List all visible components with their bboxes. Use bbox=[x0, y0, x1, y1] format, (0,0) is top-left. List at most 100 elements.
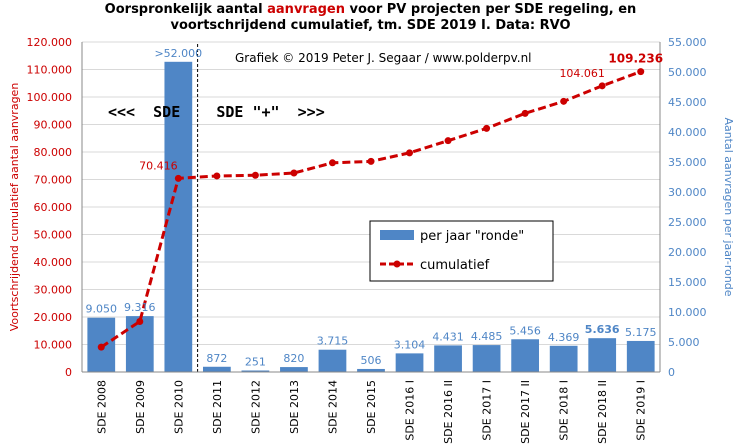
bar bbox=[164, 61, 193, 373]
x-tick-label: SDE 2010 bbox=[172, 380, 185, 434]
line-data-label: 104.061 bbox=[559, 67, 605, 80]
cumulative-point bbox=[560, 97, 568, 105]
cumulative-point bbox=[174, 174, 182, 182]
right-tick-label: 30.000 bbox=[668, 186, 707, 199]
right-axis-label: Aantal aanvragen per jaar-ronde bbox=[722, 117, 735, 296]
left-tick-label: 30.000 bbox=[34, 284, 73, 297]
bar bbox=[241, 370, 270, 372]
x-tick-label: SDE 2016 II bbox=[442, 380, 455, 444]
credit-text: Grafiek © 2019 Peter J. Segaar / www.pol… bbox=[235, 51, 532, 65]
x-tick-label: SDE 2016 I bbox=[404, 380, 417, 441]
cumulative-point bbox=[637, 68, 645, 76]
left-tick-label: 90.000 bbox=[34, 119, 73, 132]
bar-data-label: 872 bbox=[206, 352, 227, 365]
title-line-2: voortschrijdend cumulatief, tm. SDE 2019… bbox=[170, 18, 571, 33]
cumulative-point bbox=[367, 157, 375, 165]
right-tick-label: 35.000 bbox=[668, 156, 707, 169]
line-data-label: 70.416 bbox=[139, 159, 178, 172]
right-tick-label: 20.000 bbox=[668, 246, 707, 259]
bar bbox=[472, 345, 501, 372]
bar bbox=[588, 338, 617, 372]
cumulative-point bbox=[136, 317, 144, 325]
right-tick-label: 0 bbox=[668, 366, 675, 379]
bar-data-label: 251 bbox=[245, 355, 266, 368]
x-tick-label: SDE 2018 II bbox=[596, 380, 609, 444]
cumulative-point bbox=[483, 124, 491, 132]
bar bbox=[511, 339, 540, 372]
right-tick-label: 10.000 bbox=[668, 306, 707, 319]
left-tick-label: 50.000 bbox=[34, 229, 73, 242]
legend-bar-label: per jaar "ronde" bbox=[420, 229, 524, 244]
cumulative-point bbox=[406, 149, 414, 157]
legend-bar-swatch bbox=[380, 230, 414, 240]
line-data-label: 109.236 bbox=[608, 52, 663, 66]
bar-data-label: 3.104 bbox=[394, 338, 426, 351]
bar-data-label: 4.431 bbox=[432, 330, 464, 343]
bar-data-label: 4.485 bbox=[471, 330, 503, 343]
bar-data-label: 4.369 bbox=[548, 331, 580, 344]
axes: 0 10.000 20.000 30.000 40.000 50.000 60.000 70.… bbox=[27, 36, 707, 444]
title-line-1-end: voor PV projecten per SDE regeling, en bbox=[344, 2, 637, 17]
x-tick-label: SDE 2012 bbox=[249, 380, 262, 434]
x-tick-label: SDE 2008 bbox=[95, 380, 108, 434]
data-labels: 9.050 9.316 >52.000 872 251 820 3.715 506 3.104 4… bbox=[86, 47, 664, 369]
cumulative-point bbox=[328, 159, 336, 167]
bar-data-label: >52.000 bbox=[154, 47, 202, 60]
left-tick-label: 110.000 bbox=[27, 64, 73, 77]
left-tick-label: 80.000 bbox=[34, 146, 73, 159]
x-tick-label: SDE 2011 bbox=[211, 380, 224, 434]
cumulative-point bbox=[290, 169, 298, 177]
cumulative-point bbox=[444, 137, 452, 145]
cumulative-point bbox=[97, 343, 105, 351]
legend-line-dot bbox=[393, 260, 401, 268]
right-tick-label: 50.000 bbox=[668, 66, 707, 79]
left-tick-label: 100.000 bbox=[27, 91, 73, 104]
x-tick-label: SDE 2009 bbox=[134, 380, 147, 434]
left-tick-label: 120.000 bbox=[27, 36, 73, 49]
x-tick-label: SDE 2015 bbox=[365, 380, 378, 434]
cumulative-point bbox=[598, 82, 606, 90]
left-tick-label: 60.000 bbox=[34, 201, 73, 214]
right-tick-label: 40.000 bbox=[668, 126, 707, 139]
bar bbox=[549, 345, 578, 372]
left-axis-label: Voortschrijdend cumulatief aantal aanvra… bbox=[8, 83, 21, 332]
x-tick-label: SDE 2019 I bbox=[635, 380, 648, 441]
right-tick-label: 55.000 bbox=[668, 36, 707, 49]
bar bbox=[357, 368, 385, 372]
x-tick-label: SDE 2013 bbox=[288, 380, 301, 434]
sde-annotation: <<< SDE SDE "+" >>> bbox=[108, 103, 325, 121]
bar bbox=[202, 366, 231, 372]
bar-data-label: 9.316 bbox=[124, 301, 156, 314]
right-tick-label: 25.000 bbox=[668, 216, 707, 229]
bar-data-label: 5.175 bbox=[625, 326, 657, 339]
bar bbox=[280, 367, 308, 372]
cumulative-point bbox=[521, 109, 529, 117]
line-series bbox=[97, 68, 645, 351]
bar bbox=[434, 345, 462, 372]
left-tick-label: 70.000 bbox=[34, 174, 73, 187]
x-tick-label: SDE 2017 I bbox=[481, 380, 494, 441]
legend-line-label: cumulatief bbox=[420, 258, 490, 273]
bar-data-label: 820 bbox=[283, 352, 304, 365]
bar-series bbox=[87, 61, 655, 373]
title-highlight: aanvragen bbox=[267, 2, 345, 17]
x-tick-label: SDE 2017 II bbox=[519, 380, 532, 444]
right-tick-label: 5.000 bbox=[668, 336, 700, 349]
right-tick-label: 45.000 bbox=[668, 96, 707, 109]
chart-title: Oorspronkelijk aantal aanvragen voor PV … bbox=[0, 2, 741, 34]
bar bbox=[125, 316, 154, 372]
left-tick-label: 0 bbox=[65, 366, 72, 379]
cumulative-point bbox=[251, 171, 259, 179]
x-tick-label: SDE 2018 I bbox=[558, 380, 571, 441]
x-tick-label: SDE 2014 bbox=[326, 380, 339, 434]
right-tick-label: 15.000 bbox=[668, 276, 707, 289]
title-line-1: Oorspronkelijk aantal aanvragen voor PV … bbox=[0, 2, 741, 18]
bar-data-label: 5.636 bbox=[585, 323, 620, 336]
bar-data-label: 9.050 bbox=[86, 303, 118, 316]
left-tick-label: 40.000 bbox=[34, 256, 73, 269]
bar-data-label: 5.456 bbox=[509, 324, 541, 337]
left-tick-label: 20.000 bbox=[34, 311, 73, 324]
bar bbox=[318, 349, 347, 372]
bar-data-label: 3.715 bbox=[317, 335, 349, 348]
